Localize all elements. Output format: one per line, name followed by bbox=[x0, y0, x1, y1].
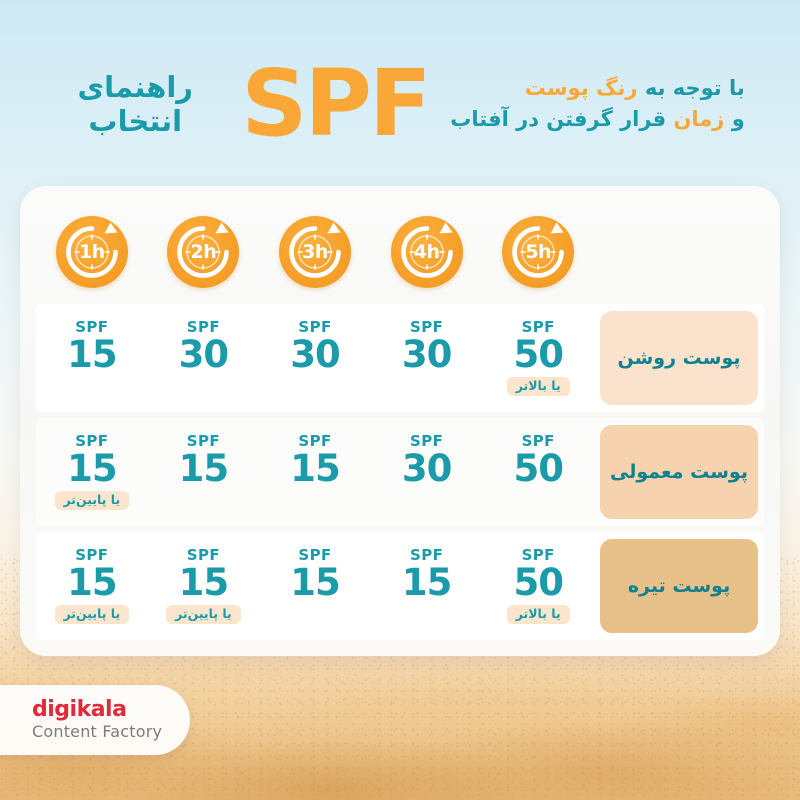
spf-value: 30 bbox=[401, 332, 452, 376]
spf-value: 15 bbox=[401, 560, 452, 604]
spf-table-body: پوست روشن SPF 50 یا بالاتر SPF 30 SPF 30 SPF 30… bbox=[36, 304, 764, 642]
spf-prefix-label: SPF bbox=[298, 317, 332, 336]
spf-value: 30 bbox=[290, 332, 340, 376]
spf-prefix-label: SPF bbox=[186, 545, 221, 564]
subtitle-line-2-prefix: و bbox=[724, 107, 745, 131]
spf-cell: SPF 30 bbox=[259, 304, 371, 412]
spf-prefix-label: SPF bbox=[521, 431, 555, 450]
spf-cell: SPF 15 یا پایین‌تر bbox=[36, 418, 148, 526]
brand-tagline: Content Factory bbox=[32, 721, 163, 741]
spf-cell: SPF 15 یا پایین‌تر bbox=[36, 532, 148, 640]
spf-cell: SPF 30 bbox=[148, 304, 260, 412]
spf-prefix-label: SPF bbox=[75, 431, 109, 450]
duration-header-row: 5h 4h 3h 2h 1h bbox=[36, 200, 764, 304]
duration-cell-1h: 1h bbox=[36, 213, 148, 291]
spf-cell: SPF 15 bbox=[36, 304, 148, 412]
page-title: راهنمای انتخاب bbox=[55, 70, 215, 138]
spf-prefix-label: SPF bbox=[186, 317, 221, 336]
spf-prefix-label: SPF bbox=[186, 431, 221, 450]
skin-type-label: پوست روشن bbox=[617, 347, 741, 369]
spf-value: 15 bbox=[290, 446, 340, 490]
spf-prefix-label: SPF bbox=[298, 545, 332, 564]
page-title-line-1: راهنمای bbox=[77, 69, 193, 104]
spf-cell: SPF 15 bbox=[148, 418, 260, 526]
skin-type-label: پوست معمولی bbox=[610, 461, 748, 483]
skin-type-card: پوست معمولی bbox=[600, 425, 758, 519]
spf-cell: SPF 50 یا بالاتر bbox=[482, 532, 594, 640]
spf-prefix-label: SPF bbox=[75, 545, 109, 564]
clock-rotate-icon: 4h bbox=[387, 213, 466, 291]
table-row: پوست معمولی SPF 50 SPF 30 SPF 15 SPF 15 SPF 15… bbox=[36, 418, 764, 526]
header: با توجه به رنگ پوست و زمان قرار گرفتن در… bbox=[0, 44, 800, 164]
duration-cell-2h: 2h bbox=[148, 213, 260, 291]
skin-type-cell: پوست معمولی bbox=[594, 418, 764, 526]
brand-logo: digikala Content Factory bbox=[0, 685, 190, 755]
spf-note-badge: یا بالاتر bbox=[506, 604, 570, 625]
header-subtitle: با توجه به رنگ پوست و زمان قرار گرفتن در… bbox=[450, 73, 745, 136]
spf-cell: SPF 15 یا پایین‌تر bbox=[148, 532, 260, 640]
spf-value: 15 bbox=[67, 332, 117, 376]
duration-cell-3h: 3h bbox=[259, 213, 371, 291]
spf-note-badge: یا پایین‌تر bbox=[54, 604, 130, 625]
spf-prefix-label: SPF bbox=[409, 431, 444, 450]
table-row: پوست تیره SPF 50 یا بالاتر SPF 15 SPF 15 SPF 15… bbox=[36, 532, 764, 640]
skin-type-label: پوست تیره bbox=[627, 575, 731, 597]
spf-value: 15 bbox=[67, 560, 117, 604]
spf-prefix-label: SPF bbox=[298, 431, 332, 450]
spf-prefix-label: SPF bbox=[409, 317, 444, 336]
duration-cell-4h: 4h bbox=[371, 213, 483, 291]
spf-cell: SPF 15 bbox=[259, 418, 371, 526]
spf-prefix-label: SPF bbox=[75, 317, 109, 336]
spf-value: 50 bbox=[513, 446, 563, 490]
subtitle-line-2-suffix: قرار گرفتن در آفتاب bbox=[450, 107, 674, 131]
clock-label-4h: 4h bbox=[413, 240, 440, 263]
spf-note-badge: یا بالاتر bbox=[506, 376, 570, 397]
spf-value: 15 bbox=[290, 560, 340, 604]
clock-label-2h: 2h bbox=[190, 240, 217, 263]
page-title-line-2: انتخاب bbox=[88, 104, 183, 138]
duration-cell-5h: 5h bbox=[482, 213, 594, 291]
spf-cell: SPF 50 bbox=[482, 418, 594, 526]
skin-type-card: پوست روشن bbox=[600, 311, 758, 405]
clock-label-5h: 5h bbox=[525, 240, 552, 263]
clock-rotate-icon: 5h bbox=[499, 213, 578, 291]
clock-rotate-icon: 1h bbox=[52, 213, 131, 291]
spf-cell: SPF 15 bbox=[259, 532, 371, 640]
subtitle-line-1-highlight: رنگ پوست bbox=[524, 75, 638, 100]
subtitle-line-2: و زمان قرار گرفتن در آفتاب bbox=[450, 104, 745, 136]
spf-cell: SPF 30 bbox=[371, 304, 483, 412]
brand-name: digikala bbox=[32, 696, 127, 722]
skin-type-cell: پوست تیره bbox=[594, 532, 764, 640]
spf-value: 15 bbox=[178, 560, 229, 604]
spf-note-badge: یا پایین‌تر bbox=[54, 490, 130, 511]
subtitle-line-1-prefix: با توجه به bbox=[637, 75, 745, 100]
spf-value: 50 bbox=[513, 332, 563, 376]
spf-value: 15 bbox=[67, 446, 117, 490]
spf-note-badge: یا پایین‌تر bbox=[166, 604, 241, 625]
table-row: پوست روشن SPF 50 یا بالاتر SPF 30 SPF 30 SPF 30… bbox=[36, 304, 764, 412]
spf-prefix-label: SPF bbox=[521, 317, 555, 336]
skin-type-card: پوست تیره bbox=[600, 539, 758, 633]
spf-prefix-label: SPF bbox=[521, 545, 555, 564]
clock-rotate-icon: 3h bbox=[276, 213, 355, 291]
spf-value: 15 bbox=[178, 446, 229, 490]
spf-wordmark: SPF bbox=[241, 50, 432, 158]
spf-value: 30 bbox=[401, 446, 452, 490]
spf-table-panel: 5h 4h 3h 2h 1h پوست روشن SPF 50 یا بالاتر SPF 30 … bbox=[20, 186, 780, 656]
subtitle-line-1: با توجه به رنگ پوست bbox=[455, 73, 745, 105]
spf-value: 50 bbox=[513, 560, 563, 604]
clock-label-1h: 1h bbox=[78, 240, 105, 263]
spf-cell: SPF 15 bbox=[371, 532, 483, 640]
spf-cell: SPF 30 bbox=[371, 418, 483, 526]
spf-value: 30 bbox=[178, 332, 229, 376]
subtitle-line-2-highlight: زمان bbox=[673, 107, 725, 131]
clock-label-3h: 3h bbox=[302, 240, 328, 263]
spf-prefix-label: SPF bbox=[409, 545, 444, 564]
spf-cell: SPF 50 یا بالاتر bbox=[482, 304, 594, 412]
skin-type-cell: پوست روشن bbox=[594, 304, 764, 412]
clock-rotate-icon: 2h bbox=[164, 213, 243, 291]
